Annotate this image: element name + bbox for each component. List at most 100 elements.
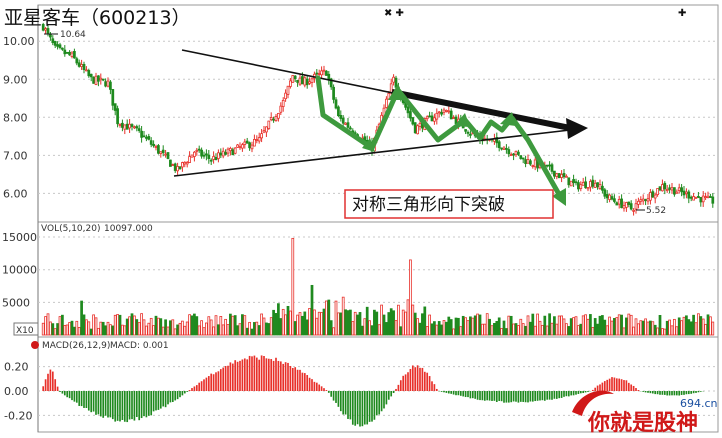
candle-body — [188, 156, 191, 163]
volume-bar — [507, 315, 511, 336]
candle-body — [260, 133, 263, 139]
volume-bar — [459, 326, 463, 336]
volume-bar — [385, 322, 388, 336]
candle-body — [670, 187, 674, 191]
volume-bar — [289, 310, 292, 336]
candle-body — [591, 179, 595, 187]
candle-body — [169, 159, 172, 167]
volume-bar — [365, 306, 369, 336]
volume-bar — [149, 317, 153, 336]
candle-body — [339, 115, 343, 119]
volume-bar — [329, 320, 333, 336]
volume-bar — [293, 321, 297, 336]
volume-bar — [493, 323, 496, 336]
annotation-text: 对称三角形向下突破 — [352, 195, 505, 215]
volume-bar — [497, 317, 501, 336]
volume-bar — [375, 311, 379, 336]
macd-header-value: MACD: 0.001 — [110, 341, 169, 351]
volume-bar — [452, 328, 455, 336]
candle-body — [97, 75, 100, 82]
candle-body — [689, 196, 693, 199]
volume-bar — [106, 321, 110, 336]
candle-body — [550, 164, 554, 172]
candle-body — [113, 103, 117, 111]
candle-body — [517, 151, 520, 155]
volume-bar — [224, 318, 227, 336]
candle-body — [221, 150, 225, 157]
volume-bar — [603, 319, 607, 336]
volume-bar — [265, 322, 268, 336]
candle-body — [610, 196, 614, 200]
volume-bar — [560, 315, 563, 336]
candle-body — [305, 78, 309, 86]
candle-body — [668, 187, 671, 190]
candle-body — [673, 187, 676, 195]
candle-body — [296, 79, 299, 83]
volume-bar — [303, 311, 307, 336]
volume-bar — [392, 310, 395, 336]
candle-body — [435, 112, 439, 120]
volume-bar — [675, 326, 679, 336]
candle-body — [58, 44, 62, 48]
volume-bar — [291, 237, 295, 336]
volume-bar — [56, 323, 59, 336]
candle-body — [315, 72, 319, 75]
volume-bar — [322, 308, 326, 336]
volume-bar — [349, 309, 352, 336]
candle-body — [706, 195, 710, 198]
candle-body — [519, 155, 523, 159]
candle-body — [65, 51, 69, 54]
candle-body — [111, 89, 115, 106]
candle-body — [147, 136, 151, 140]
volume-bar — [128, 316, 131, 336]
volume-bar — [531, 313, 535, 336]
volume-bar — [87, 321, 91, 336]
candle-body — [238, 146, 242, 149]
candle-body — [634, 203, 638, 210]
volume-bar — [296, 314, 299, 336]
volume-bar — [533, 325, 537, 336]
volume-bar — [346, 310, 350, 336]
candle-body — [267, 120, 271, 129]
volume-bar — [92, 314, 95, 336]
candle-body — [262, 130, 266, 133]
macd-tick-label: -0.20 — [4, 409, 32, 422]
candle-body — [533, 159, 537, 168]
candle-body — [209, 159, 213, 162]
candle-body — [195, 149, 199, 152]
candle-body — [185, 162, 189, 165]
volume-bar — [644, 318, 647, 336]
volume-bar — [433, 321, 436, 336]
volume-bar — [82, 314, 86, 336]
volume-bar — [601, 315, 604, 336]
candle-body — [128, 123, 131, 129]
volume-bar — [613, 318, 616, 336]
candle-body — [241, 144, 244, 149]
volume-bar — [320, 312, 323, 336]
candle-body — [157, 145, 160, 154]
volume-bar — [682, 316, 686, 336]
volume-bar — [505, 328, 508, 336]
candle-body — [243, 141, 247, 145]
volume-bar — [260, 313, 263, 336]
candle-body — [212, 156, 215, 160]
candle-body — [325, 70, 328, 76]
chart-title: 亚星客车（600213） — [4, 7, 191, 29]
candle-body — [106, 80, 110, 87]
candle-body — [140, 130, 143, 138]
volume-bar — [663, 328, 667, 336]
candle-body — [565, 175, 568, 178]
volume-bar — [524, 325, 527, 336]
candle-body — [101, 78, 105, 81]
volume-bar — [231, 315, 235, 336]
volume-bar — [68, 322, 71, 336]
candle-body — [567, 177, 571, 186]
volume-bar — [500, 328, 503, 336]
candle-body — [337, 106, 340, 117]
volume-bar — [327, 299, 331, 336]
candle-body — [615, 202, 619, 206]
volume-bar — [697, 313, 700, 336]
candle-body — [207, 154, 211, 159]
volume-bar — [202, 327, 206, 336]
volume-bar — [397, 304, 400, 336]
